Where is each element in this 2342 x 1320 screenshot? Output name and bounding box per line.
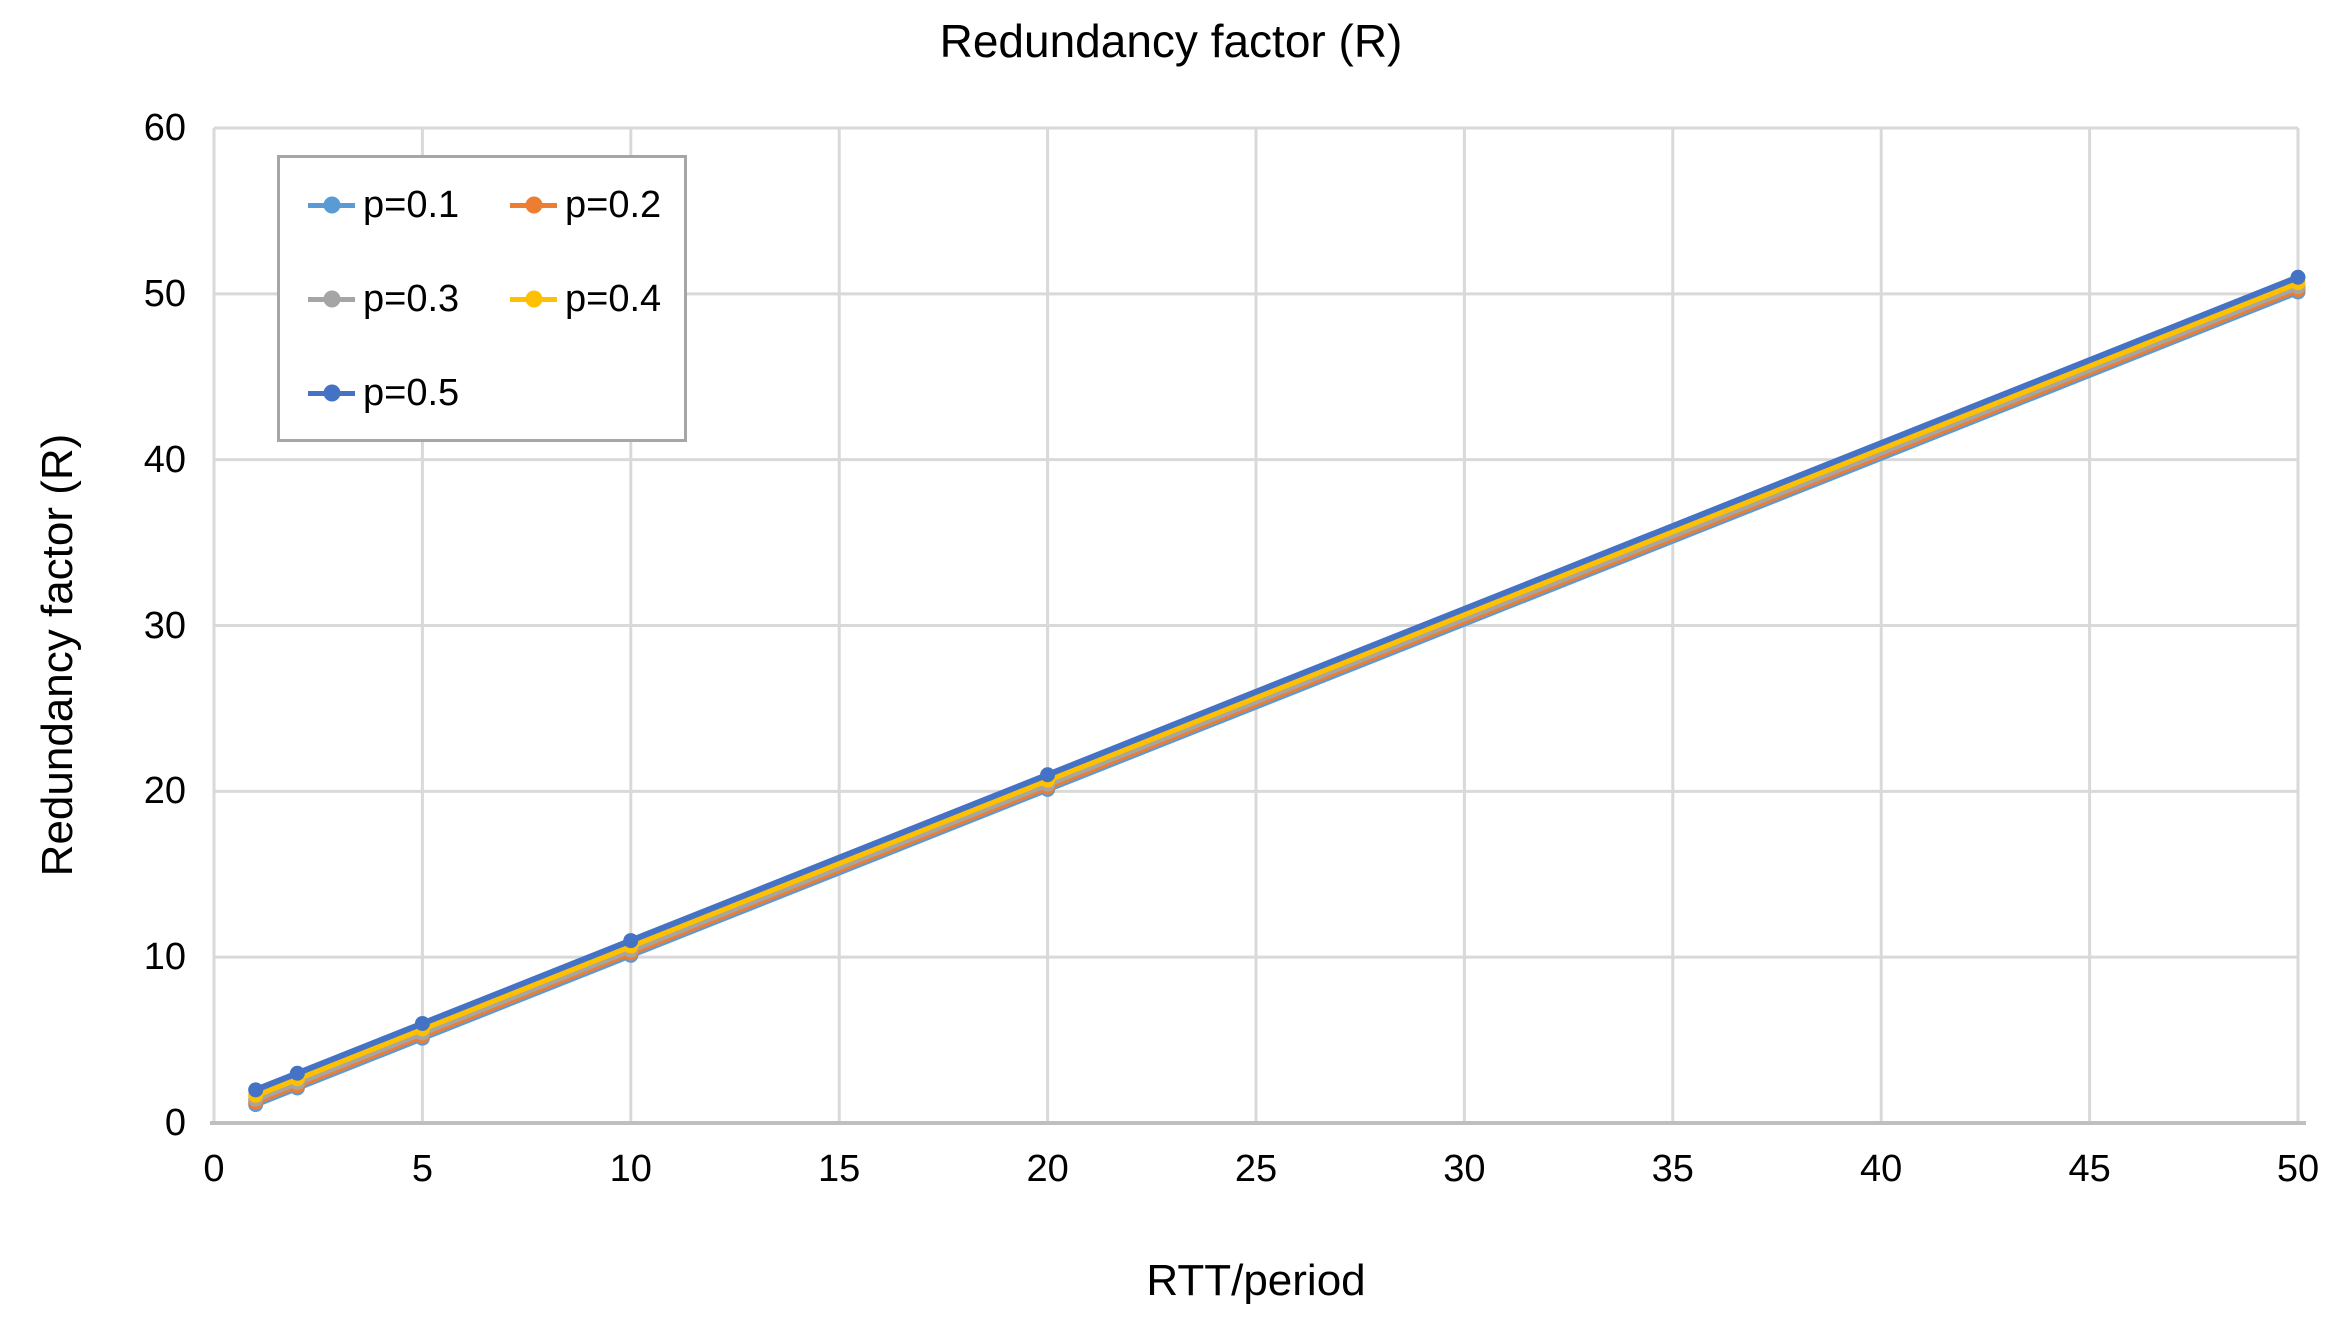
legend-dot-icon: [323, 290, 340, 308]
legend-label: p=0.2: [565, 183, 662, 226]
data-point-marker: [1040, 767, 1056, 783]
legend-label: p=0.1: [363, 183, 460, 226]
y-tick-label: 0: [164, 1102, 186, 1144]
x-tick-label: 25: [1234, 1148, 1278, 1190]
legend-marker-icon: [308, 196, 355, 214]
x-axis-title: RTT/period: [1146, 1256, 1366, 1305]
x-tick-label: 10: [609, 1148, 652, 1190]
legend-marker-icon: [510, 290, 557, 308]
legend-label: p=0.3: [363, 277, 460, 320]
x-tick-label: 40: [1860, 1148, 1903, 1190]
legend-item-p=0.5: p=0.5: [308, 372, 510, 415]
legend-dot-icon: [323, 384, 340, 402]
legend-item-p=0.2: p=0.2: [510, 184, 684, 227]
legend-dot-icon: [323, 196, 340, 214]
plot-area: [210, 126, 2306, 1125]
legend-item-p=0.3: p=0.3: [308, 278, 510, 321]
legend-marker-icon: [510, 196, 557, 214]
data-point-marker: [414, 1016, 430, 1031]
data-point-marker: [2290, 269, 2306, 285]
x-tick-label: 15: [818, 1148, 861, 1190]
legend-marker-icon: [308, 384, 355, 402]
legend-item-p=0.1: p=0.1: [308, 184, 510, 227]
y-tick-label: 20: [143, 770, 186, 813]
data-point-marker: [289, 1065, 305, 1081]
x-tick-label: 45: [2068, 1148, 2111, 1190]
x-tick-label: 35: [1651, 1148, 1694, 1190]
y-tick-label: 60: [143, 107, 186, 149]
legend: p=0.1 p=0.2 p=0.3 p=0.4 p=0.5: [277, 155, 687, 442]
x-tick-label: 0: [203, 1148, 225, 1190]
x-tick-label: 20: [1026, 1148, 1069, 1190]
data-point-marker: [248, 1082, 264, 1098]
legend-marker-icon: [308, 290, 355, 308]
x-tick-label: 5: [411, 1148, 433, 1190]
x-tick-label: 50: [2276, 1148, 2320, 1190]
y-tick-label: 40: [143, 438, 186, 481]
chart-plot-svg: [210, 126, 2306, 1125]
x-tick-label: 30: [1443, 1148, 1486, 1190]
legend-label: p=0.5: [363, 371, 460, 414]
y-tick-label: 50: [143, 272, 186, 315]
y-tick-label: 10: [143, 936, 186, 979]
chart-title: Redundancy factor (R): [939, 15, 1403, 67]
legend-item-p=0.4: p=0.4: [510, 278, 684, 321]
legend-label: p=0.4: [565, 277, 662, 320]
legend-dot-icon: [525, 290, 542, 308]
y-tick-label: 30: [143, 604, 186, 647]
data-point-marker: [623, 933, 639, 949]
legend-dot-icon: [525, 196, 542, 214]
